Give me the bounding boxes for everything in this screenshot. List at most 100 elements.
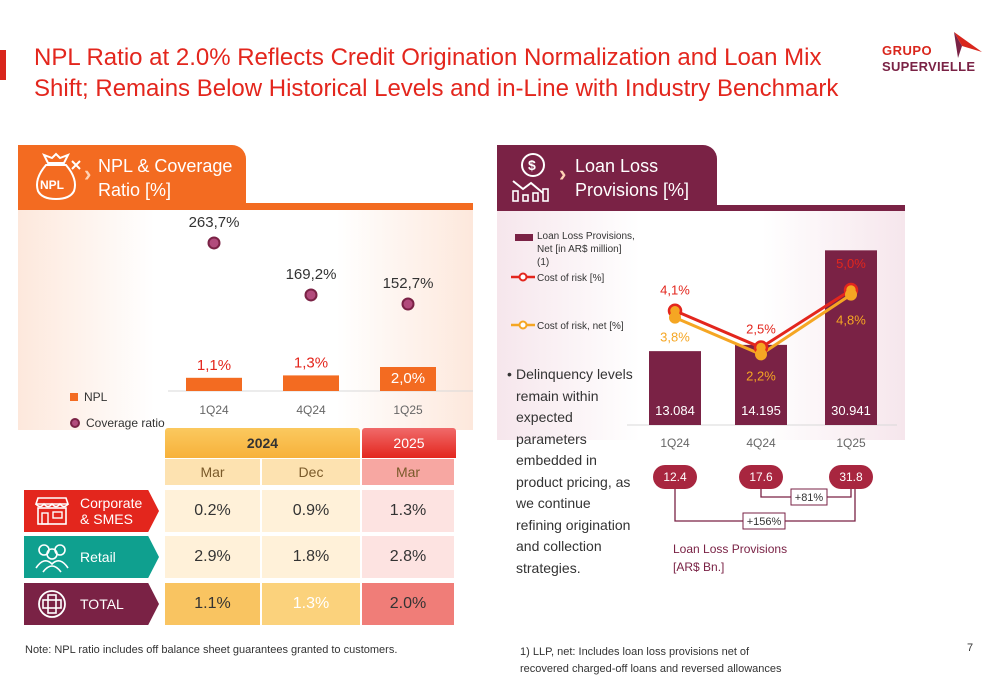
llp-x-tick-label: 1Q25 [836, 436, 866, 450]
cor-label: 4,1% [660, 283, 690, 298]
llp-chart: Loan Loss Provisions, Net [in AR$ million… [511, 231, 897, 574]
table-column-header: Mar [165, 459, 260, 485]
growth-small-label: +81% [795, 492, 824, 504]
legend-llp-swatch [515, 234, 533, 241]
llp-bn-pill [739, 465, 783, 489]
npl-bar [283, 375, 339, 391]
npl-coverage-chart: 1,1% 1Q24 263,7% 1,3% 4Q24 169,2% 2,0% 1Q25 152,… [168, 215, 473, 417]
llp-header-chevron-icon: › [559, 161, 567, 186]
table-row-label-text: TOTAL [80, 596, 124, 612]
npl-x-tick-label: 4Q24 [296, 403, 326, 417]
legend-npl: NPL [70, 390, 107, 404]
npl-bar [380, 367, 436, 391]
llp-bar [649, 351, 701, 425]
cor-net-label: 4,8% [836, 313, 866, 328]
people-icon [35, 544, 69, 573]
cor-net-point [755, 348, 767, 361]
coverage-point [401, 297, 415, 311]
npl-x-tick-label: 1Q24 [199, 403, 229, 417]
llp-footnote: 1) LLP, net: Includes loan loss provisio… [520, 644, 820, 678]
llp-bn-value: 31.8 [839, 470, 863, 484]
cor-series-line [674, 288, 852, 350]
npl-header-title-2: Ratio [%] [98, 180, 172, 200]
money-bag-icon: NPL [36, 152, 81, 201]
table-cell: 1.1% [165, 583, 260, 625]
growth-large-label: +156% [747, 516, 782, 528]
svg-text:$: $ [528, 157, 536, 173]
legend-npl-label: NPL [84, 390, 108, 404]
npl-bar-label: 1,1% [197, 357, 231, 374]
table-group-2024: 2024 [165, 428, 360, 458]
llp-bar [825, 250, 877, 425]
table-cell: 0.2% [165, 490, 260, 532]
coverage-label: 152,7% [383, 275, 434, 292]
npl-bar-label: 2,0% [391, 370, 425, 387]
coverage-point [207, 236, 221, 250]
legend-cor-marker [518, 272, 528, 282]
delinquency-bullet: • Delinquency levels remain within expec… [507, 364, 637, 579]
cor-label: 5,0% [836, 256, 866, 271]
table-cell: 2.9% [165, 536, 260, 578]
cor-net-point [669, 311, 681, 324]
llp-bn-pill [829, 465, 873, 489]
table-row-label-line-1: Corporate [80, 495, 143, 511]
legend-npl-swatch [70, 393, 78, 401]
coverage-point [304, 288, 318, 302]
legend-cor-label: Cost of risk [%] [537, 273, 604, 284]
svg-text:NPL: NPL [40, 178, 64, 192]
growth-small-box [790, 488, 828, 506]
legend-llp-label-1: Loan Loss Provisions, [537, 231, 635, 242]
llp-x-tick-label: 4Q24 [746, 436, 776, 450]
logo-mark-icon [954, 32, 982, 58]
table-row-label: TOTAL [24, 583, 159, 625]
logo-line-2: SUPERVIELLE [882, 59, 976, 74]
growth-large-box [742, 512, 786, 530]
logo-line-1: GRUPO [882, 43, 933, 58]
llp-bar-label: 13.084 [655, 403, 695, 418]
table-cell: 2.0% [362, 583, 454, 625]
llp-footnote-line-1: 1) LLP, net: Includes loan loss provisio… [520, 646, 750, 658]
llp-bn-caption-2: [AR$ Bn.] [673, 560, 724, 574]
llp-x-tick-label: 1Q24 [660, 436, 690, 450]
dollar-chart-icon: $ [512, 153, 549, 202]
cor-label: 2,5% [746, 322, 776, 337]
page-number: 7 [967, 642, 974, 654]
npl-x-tick-label: 1Q25 [393, 403, 423, 417]
legend-coverage-swatch [70, 418, 80, 428]
legend-coverage-label: Coverage ratio [86, 416, 165, 430]
legend-llp-label-3: (1) [537, 257, 549, 268]
table-cell: 2.8% [362, 536, 454, 578]
legend-cor-net-marker [518, 320, 528, 330]
coverage-label: 263,7% [189, 215, 240, 231]
page-title: NPL Ratio at 2.0% Reflects Credit Origin… [34, 44, 839, 102]
table-cell: 1.3% [262, 583, 360, 625]
cor-net-point [845, 288, 857, 301]
store-icon [34, 497, 70, 525]
npl-bar-label: 1,3% [294, 354, 328, 371]
npl-header-title-1: NPL & Coverage [98, 156, 233, 176]
table-group-2025: 2025 [362, 428, 456, 458]
llp-bn-caption-1: Loan Loss Provisions [673, 542, 787, 556]
cor-net-label: 2,2% [746, 368, 776, 383]
delinquency-bullet-text: Delinquency levels remain within expecte… [516, 366, 633, 576]
llp-panel-header: $ › Loan Loss Provisions [%] [497, 145, 905, 213]
llp-bn-pill [653, 465, 697, 489]
legend-cor-net-label: Cost of risk, net [%] [537, 321, 624, 332]
legend-llp-label-2: Net [in AR$ million] [537, 244, 622, 255]
table-row-label-line-2: & SMES [80, 511, 133, 527]
llp-header-title-1: Loan Loss [575, 156, 659, 176]
npl-header-chevron-icon: › [84, 161, 92, 186]
plus-circle-icon [38, 590, 66, 618]
coverage-label: 169,2% [286, 266, 337, 283]
table-row-label-text: Retail [80, 549, 116, 565]
npl-panel-background [18, 205, 473, 430]
table-column-header: Mar [362, 459, 454, 485]
npl-panel-header: NPL › NPL & Coverage Ratio [%] [18, 145, 473, 211]
table-row-label-line-1: Retail [80, 549, 116, 565]
table-row-label: Corporate & SMES [24, 490, 159, 532]
llp-bar-label: 30.941 [831, 403, 871, 418]
llp-footnote-line-2: recovered charged-off loans and reversed… [520, 663, 782, 675]
legend-coverage: Coverage ratio [70, 416, 165, 430]
llp-bn-value: 17.6 [749, 470, 773, 484]
npl-footnote: Note: NPL ratio includes off balance she… [25, 644, 398, 656]
